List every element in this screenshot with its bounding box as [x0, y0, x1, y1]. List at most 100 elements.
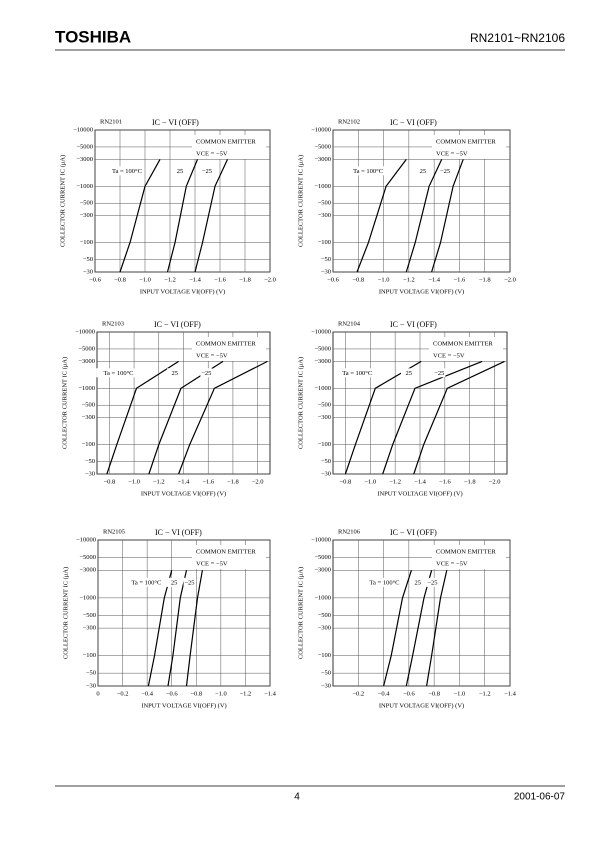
series-label-bg [433, 368, 446, 378]
series-label-bg [439, 166, 452, 176]
x-tick-label: −0.8 [114, 276, 126, 283]
x-tick-label: −0.8 [103, 478, 115, 485]
x-tick-label: −2.0 [252, 478, 264, 485]
x-tick-label: −0.2 [352, 690, 364, 697]
x-tick-label: −2.0 [504, 276, 516, 283]
series-label-bg [362, 577, 401, 587]
series-label: Ta = 100°C [353, 168, 383, 175]
curve [185, 570, 203, 687]
annotation: VCE = −5V [196, 560, 228, 567]
x-tick-label: −1.8 [227, 478, 239, 485]
series-label-bg [183, 577, 196, 587]
annotation-bg [192, 349, 266, 361]
y-tick-label: −10000 [73, 126, 93, 133]
annotation: VCE = −5V [196, 352, 228, 359]
y-tick-label: −1000 [314, 385, 331, 392]
y-tick-label: −5000 [314, 143, 331, 150]
annotation: COMMON EMITTER [196, 340, 256, 347]
series-label-bg [346, 166, 385, 176]
curve [106, 360, 179, 475]
x-tick-label: −0.8 [428, 690, 440, 697]
x-tick-label: −1.0 [128, 478, 140, 485]
series-label-bg [426, 577, 439, 587]
x-tick-label: −1.0 [215, 690, 227, 697]
x-tick-label: −0.6 [166, 690, 179, 697]
y-tick-label: −50 [321, 458, 331, 465]
y-axis-label: COLLECTOR CURRENT IC (μA) [297, 155, 304, 247]
annotation-bg [192, 337, 266, 349]
y-tick-label: −500 [82, 402, 95, 409]
date: 2001-06-07 [514, 792, 566, 803]
y-tick-label: −30 [86, 682, 96, 689]
series-label: −25 [427, 579, 437, 586]
x-tick-label: −2.0 [264, 276, 276, 283]
curve [178, 360, 268, 475]
curve [166, 159, 199, 273]
x-tick-label: −1.0 [378, 276, 390, 283]
y-tick-label: −50 [86, 670, 96, 677]
curve [356, 159, 407, 273]
x-tick-label: −1.4 [428, 276, 441, 283]
curve [344, 360, 422, 475]
brand: TOSHIBA [55, 27, 131, 46]
chart-subtitle: IC − VI (OFF) [390, 118, 437, 127]
x-tick-label: −0.6 [327, 276, 340, 283]
chart-title: RN2105 [103, 528, 125, 535]
series-label-bg [105, 166, 143, 176]
y-tick-label: −3000 [78, 358, 95, 365]
x-axis-label: INPUT VOLTAGE VI(OFF) (V) [379, 288, 464, 295]
annotation: COMMON EMITTER [196, 548, 256, 555]
y-tick-label: −10000 [311, 328, 331, 335]
x-axis-label: INPUT VOLTAGE VI(OFF) (V) [379, 702, 464, 709]
x-tick-label: −1.8 [239, 276, 251, 283]
series-label: Ta = 100°C [131, 579, 161, 586]
x-tick-label: −0.8 [340, 478, 352, 485]
series-label: 25 [171, 579, 178, 586]
y-tick-label: −3000 [79, 567, 96, 574]
annotation: COMMON EMITTER [436, 548, 496, 555]
y-tick-label: −5000 [78, 345, 95, 352]
part-number: RN2101~RN2106 [470, 31, 565, 45]
curve [431, 159, 464, 273]
chart-title: RN2106 [338, 528, 361, 535]
y-tick-label: −300 [318, 625, 331, 632]
annotation-bg [432, 147, 506, 159]
x-axis-label: INPUT VOLTAGE VI(OFF) (V) [141, 490, 226, 497]
series-label: 25 [172, 370, 179, 377]
annotation-bg [192, 557, 266, 569]
x-axis-label: INPUT VOLTAGE VI(OFF) (V) [141, 702, 226, 709]
x-tick-label: −1.6 [439, 478, 452, 485]
y-tick-label: −50 [85, 458, 95, 465]
y-tick-label: −300 [318, 414, 331, 421]
series-label: Ta = 100°C [370, 579, 400, 586]
x-tick-label: 0 [96, 690, 99, 697]
x-tick-label: −0.4 [141, 690, 154, 697]
x-axis-label: INPUT VOLTAGE VI(OFF) (V) [140, 288, 225, 295]
x-tick-label: −1.0 [454, 690, 466, 697]
y-axis-label: COLLECTOR CURRENT IC (μA) [297, 567, 304, 659]
series-label-bg [167, 368, 180, 378]
chart-title: RN2102 [338, 118, 360, 125]
series-label: 25 [177, 168, 184, 175]
y-tick-label: −100 [318, 441, 331, 448]
x-axis-label: INPUT VOLTAGE VI(OFF) (V) [377, 490, 462, 497]
annotation-bg [432, 135, 506, 147]
series-label-bg [335, 368, 374, 378]
curve [405, 159, 443, 273]
x-tick-label: −1.4 [264, 690, 277, 697]
x-tick-label: −0.2 [117, 690, 129, 697]
y-tick-label: −50 [83, 256, 93, 263]
y-tick-label: −100 [318, 652, 331, 659]
curve [119, 159, 161, 273]
annotation-bg [192, 147, 266, 159]
x-tick-label: −1.0 [364, 478, 376, 485]
series-label-bg [201, 166, 213, 176]
y-tick-label: −5000 [314, 345, 331, 352]
series-label-bg [401, 368, 414, 378]
y-tick-label: −100 [318, 239, 331, 246]
y-tick-label: −1000 [78, 385, 95, 392]
y-tick-label: −10000 [76, 536, 96, 543]
y-tick-label: −1000 [76, 183, 93, 190]
